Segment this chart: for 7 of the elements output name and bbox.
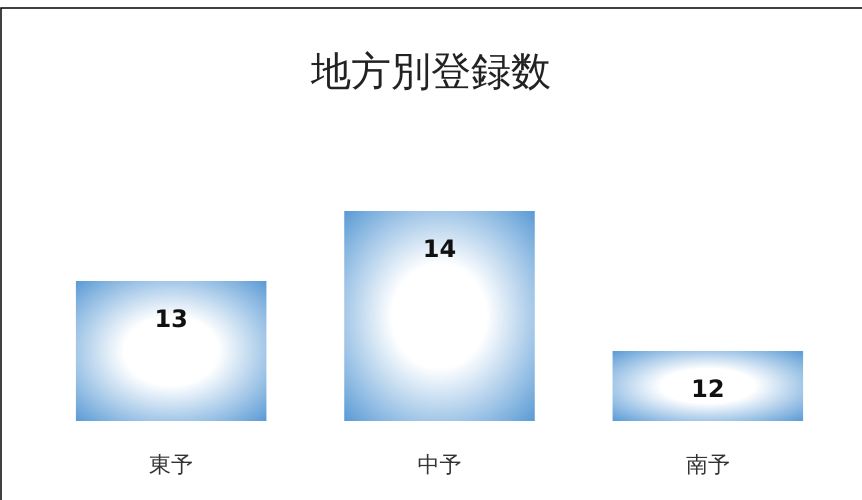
data-label: 13: [154, 305, 188, 333]
chart-title: 地方別登録数: [310, 49, 551, 95]
data-label: 14: [422, 235, 456, 263]
data-label: 12: [691, 375, 725, 403]
x-tick-label: 東予: [149, 453, 194, 478]
x-tick-label: 中予: [418, 453, 462, 478]
x-tick-label: 南予: [686, 453, 730, 478]
